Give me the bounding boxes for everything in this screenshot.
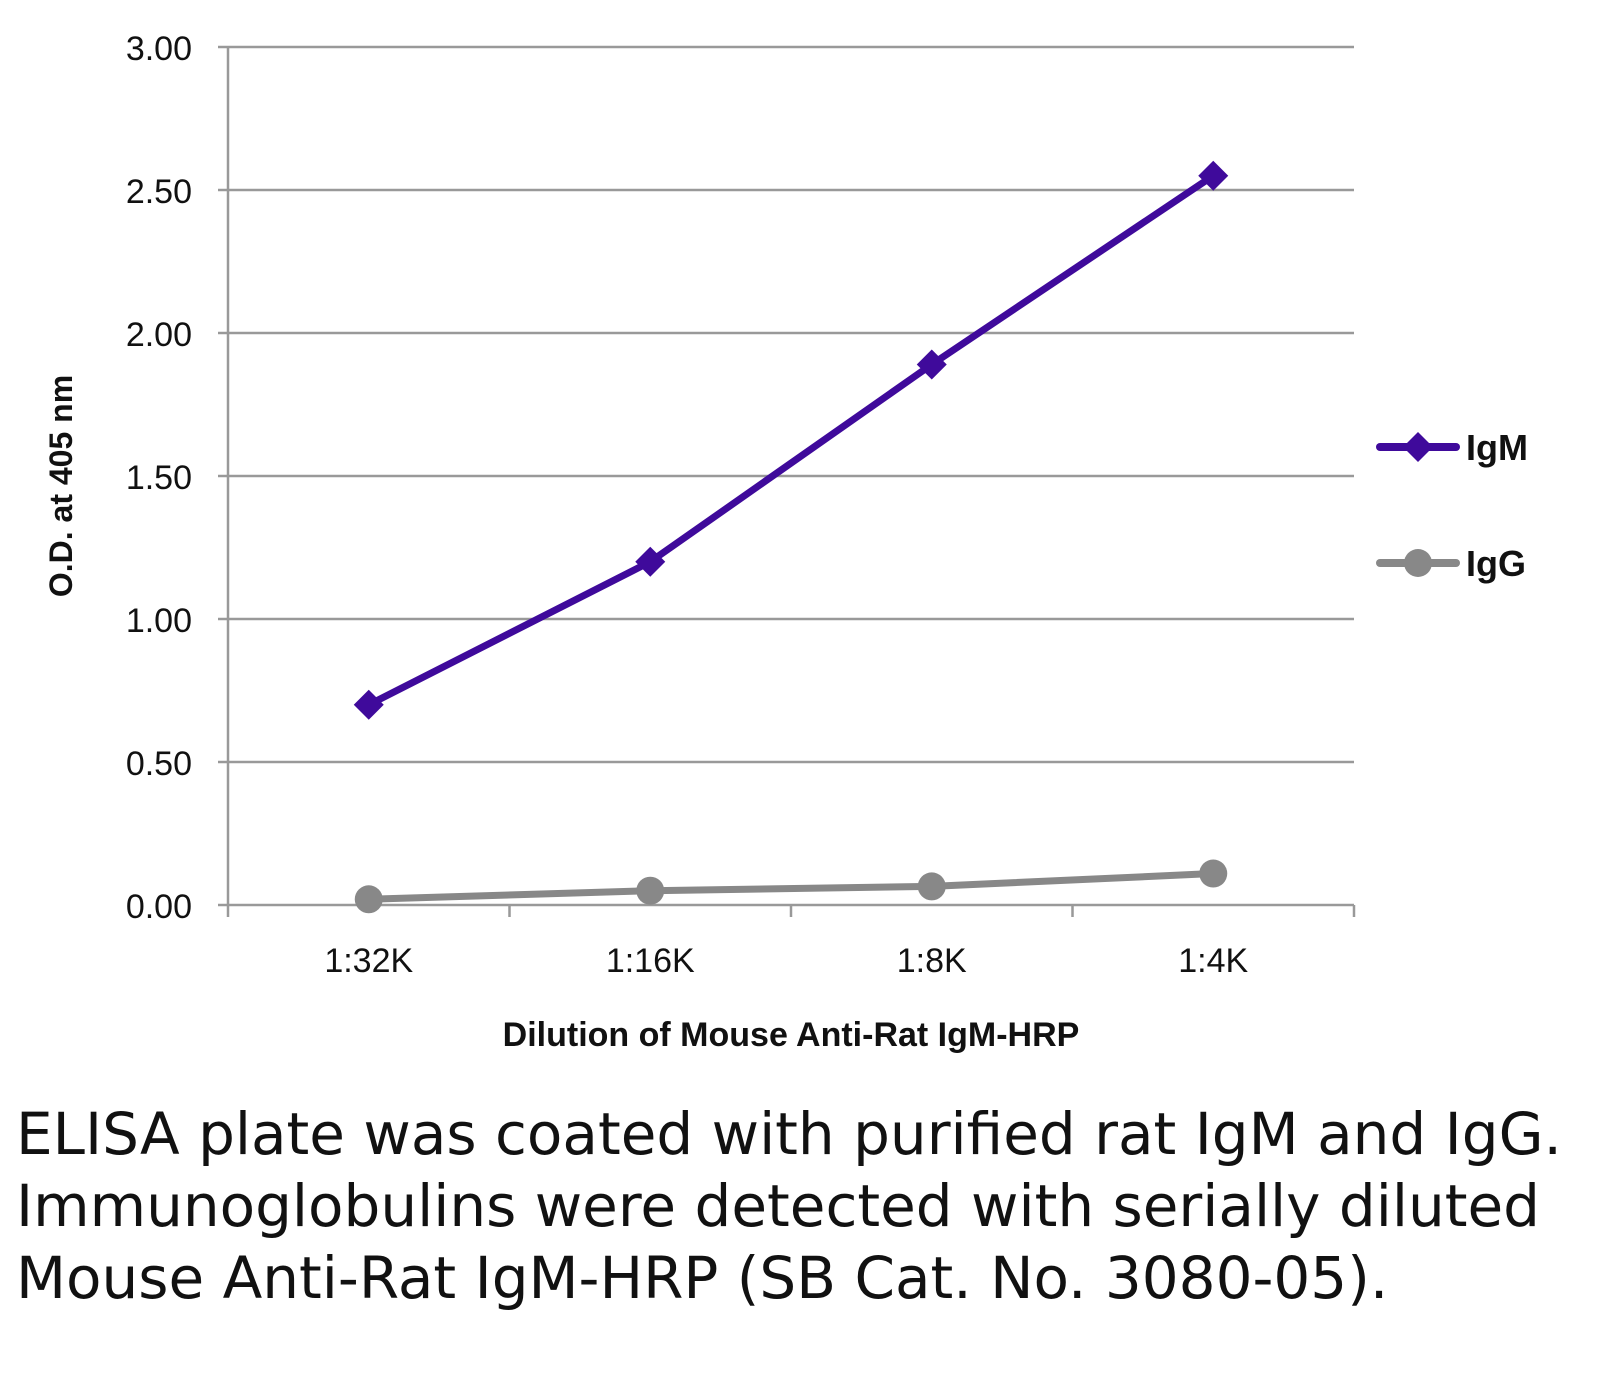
series-line-igm (367, 172, 1216, 708)
data-point-igm (1198, 160, 1229, 191)
y-tick-label: 0.50 (126, 745, 192, 783)
y-axis-title: O.D. at 405 nm (43, 375, 79, 597)
legend-marker-igg (1404, 549, 1432, 577)
y-tick-label: 1.50 (126, 459, 192, 497)
data-point-igm (353, 689, 384, 720)
x-tick-label: 1:32K (324, 942, 413, 980)
y-tick-label: 2.50 (126, 173, 192, 211)
x-tick-label: 1:4K (1178, 942, 1248, 980)
legend-marker-igm (1403, 432, 1433, 462)
data-point-igg (636, 876, 665, 905)
data-point-igg (917, 872, 946, 901)
x-tick-label: 1:8K (897, 942, 967, 980)
elisa-line-chart: 0.00 0.50 1.00 1.50 2.00 2.50 3.00 1:32K 1:16K 1:… (43, 30, 1528, 1054)
y-tick-label: 1.00 (126, 602, 192, 640)
figure-caption: ELISA plate was coated with purified rat… (16, 1100, 1562, 1312)
x-axis-title: Dilution of Mouse Anti-Rat IgM-HRP (503, 1016, 1080, 1054)
legend-label-igm: IgM (1466, 427, 1528, 468)
y-tick-label: 3.00 (126, 30, 192, 68)
data-point-igg (1199, 859, 1228, 888)
series-line-igg (368, 870, 1214, 903)
data-point-igm (916, 349, 947, 380)
x-tick-label: 1:16K (606, 942, 695, 980)
y-tick-label: 2.00 (126, 316, 192, 354)
data-point-igm (635, 546, 666, 577)
data-point-igg (354, 885, 383, 914)
y-tick-label: 0.00 (126, 888, 192, 926)
legend-label-igg: IgG (1466, 543, 1526, 584)
